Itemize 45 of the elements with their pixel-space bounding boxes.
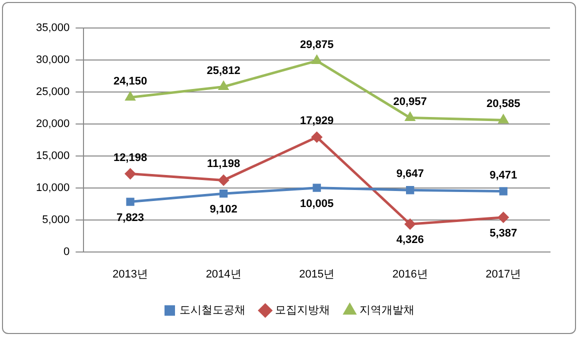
y-tick-label: 30,000: [36, 54, 70, 66]
x-tick-label: 2016년: [392, 268, 428, 280]
data-label: 12,198: [113, 152, 148, 164]
x-tick-label: 2013년: [112, 268, 148, 280]
legend-label: 모집지방채: [274, 304, 330, 317]
y-tick-label: 5,000: [42, 214, 70, 226]
point: [312, 184, 321, 192]
point: [404, 218, 416, 230]
point: [312, 56, 322, 64]
data-label: 20,957: [393, 96, 427, 108]
data-label: 29,875: [300, 38, 334, 51]
point: [126, 198, 134, 206]
y-tick-label: 25,000: [36, 86, 70, 98]
x-tick-label: 2014년: [206, 268, 242, 280]
data-label: 20,585: [486, 98, 520, 110]
point: [498, 212, 509, 223]
y-tick-label: 0: [64, 246, 70, 258]
data-label: 7,823: [116, 212, 144, 224]
legend-label: 도시철도공채: [179, 304, 246, 317]
point: [499, 187, 508, 196]
data-label: 10,005: [300, 198, 334, 210]
x-tick-label: 2017년: [486, 268, 522, 280]
data-label: 25,812: [206, 64, 240, 77]
point: [498, 114, 508, 124]
y-tick-label: 35,000: [36, 22, 70, 34]
y-tick-label: 20,000: [36, 118, 70, 130]
point: [218, 82, 228, 90]
data-label: 9,471: [490, 169, 518, 182]
y-tick-label: 15,000: [36, 150, 70, 162]
data-label: 5,387: [490, 227, 518, 240]
legend-label: 지역개발채: [359, 304, 414, 317]
point: [218, 174, 229, 186]
y-tick-label: 10,000: [36, 182, 70, 194]
x-tick-label: 2015년: [299, 268, 335, 280]
data-label: 9,647: [396, 168, 424, 180]
data-label: 17,929: [300, 115, 334, 128]
data-label: 4,326: [396, 234, 424, 246]
point: [406, 186, 414, 194]
point: [405, 112, 415, 122]
data-label: 24,150: [113, 75, 148, 88]
point: [312, 132, 322, 142]
point: [219, 190, 228, 198]
point: [125, 168, 136, 180]
data-label: 11,198: [207, 158, 240, 170]
data-label: 9,102: [210, 204, 238, 216]
